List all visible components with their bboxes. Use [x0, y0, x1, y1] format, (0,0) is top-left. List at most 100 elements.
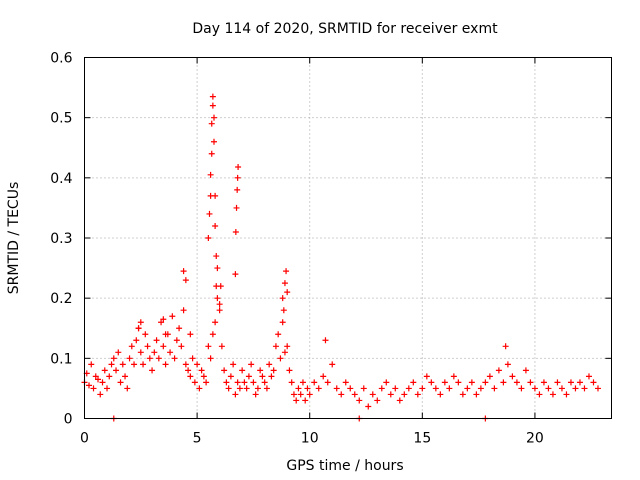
- data-point: [284, 289, 291, 296]
- tick-labels: 0 0.1 0.2 0.3 0.4 0.5 0.6 0 5 10 15 20: [50, 51, 544, 447]
- data-point: [239, 367, 246, 374]
- data-point: [590, 379, 597, 386]
- x-tick-label: 15: [413, 431, 431, 447]
- data-point: [441, 379, 448, 386]
- data-point: [223, 379, 230, 386]
- data-point: [234, 186, 241, 193]
- data-point: [540, 379, 547, 386]
- data-point: [217, 283, 224, 290]
- data-point: [115, 349, 122, 356]
- data-point: [419, 385, 426, 392]
- data-point: [194, 361, 201, 368]
- data-point: [160, 316, 167, 323]
- data-point: [176, 325, 183, 332]
- data-point: [324, 379, 331, 386]
- data-point: [369, 391, 376, 398]
- data-point: [268, 373, 275, 380]
- data-point: [486, 373, 493, 380]
- data-point: [279, 295, 286, 302]
- data-point: [383, 379, 390, 386]
- data-point: [205, 235, 212, 241]
- data-point: [576, 379, 583, 386]
- data-point: [233, 204, 240, 211]
- data-point: [232, 228, 239, 235]
- data-point: [205, 343, 212, 350]
- data-point: [236, 385, 243, 392]
- data-point: [263, 385, 270, 392]
- data-point: [128, 343, 135, 350]
- data-point: [549, 391, 556, 398]
- data-point: [536, 391, 543, 398]
- data-point: [196, 385, 203, 392]
- data-point: [360, 385, 367, 392]
- data-point: [473, 391, 480, 398]
- data-point: [88, 361, 95, 368]
- data-point: [342, 379, 349, 386]
- data-point: [450, 373, 457, 380]
- data-point: [153, 337, 160, 344]
- data-point: [333, 385, 340, 392]
- chart-title: Day 114 of 2020, SRMTID for receiver exm…: [192, 21, 498, 37]
- data-point: [131, 361, 138, 368]
- y-tick-label: 0.3: [50, 231, 72, 247]
- data-point: [207, 171, 214, 178]
- data-point: [286, 367, 293, 374]
- data-point: [284, 343, 291, 350]
- x-tick-label: 5: [193, 431, 202, 447]
- data-point: [378, 385, 385, 392]
- data-point: [124, 385, 131, 392]
- y-tick-label: 0: [64, 412, 73, 428]
- y-tick-label: 0.4: [50, 171, 72, 187]
- data-point: [117, 379, 124, 386]
- data-point: [110, 355, 117, 362]
- data-point: [502, 343, 509, 350]
- data-point: [423, 373, 430, 380]
- x-tick-label: 20: [526, 431, 544, 447]
- data-point: [218, 343, 225, 350]
- data-point: [86, 382, 93, 389]
- data-point: [254, 385, 261, 392]
- y-axis-label: SRMTID / TECUs: [6, 182, 22, 295]
- data-point: [104, 385, 111, 392]
- data-point: [142, 331, 149, 338]
- data-point: [241, 379, 248, 386]
- data-point: [459, 391, 466, 398]
- data-point: [198, 367, 205, 374]
- data-point: [527, 379, 534, 386]
- data-point: [261, 379, 268, 386]
- data-point: [216, 307, 223, 314]
- data-point: [280, 307, 287, 314]
- data-point: [167, 349, 174, 356]
- data-point: [137, 349, 144, 356]
- data-point: [92, 373, 99, 380]
- data-point: [572, 385, 579, 392]
- data-point: [182, 277, 189, 284]
- data-point: [257, 367, 264, 374]
- data-point: [232, 391, 239, 398]
- data-point: [266, 361, 273, 368]
- data-point: [306, 391, 313, 398]
- data-point: [207, 355, 214, 362]
- data-point: [106, 373, 113, 380]
- data-point: [410, 379, 417, 386]
- data-point: [122, 373, 129, 380]
- data-point: [405, 385, 412, 392]
- data-point: [135, 325, 142, 332]
- x-tick-label: 10: [301, 431, 319, 447]
- data-point: [392, 385, 399, 392]
- data-point: [281, 349, 288, 356]
- data-point: [558, 385, 565, 392]
- data-point: [299, 379, 306, 386]
- axis-ticks: [84, 57, 612, 419]
- data-point: [531, 385, 538, 392]
- x-axis-label: GPS time / hours: [286, 458, 403, 474]
- data-point: [455, 379, 462, 386]
- data-point: [97, 391, 104, 398]
- data-point: [464, 385, 471, 392]
- data-point: [275, 331, 282, 338]
- data-point: [212, 319, 219, 326]
- y-tick-label: 0.5: [50, 111, 72, 127]
- data-points: [81, 93, 601, 422]
- data-point: [187, 331, 194, 338]
- data-point: [272, 343, 279, 350]
